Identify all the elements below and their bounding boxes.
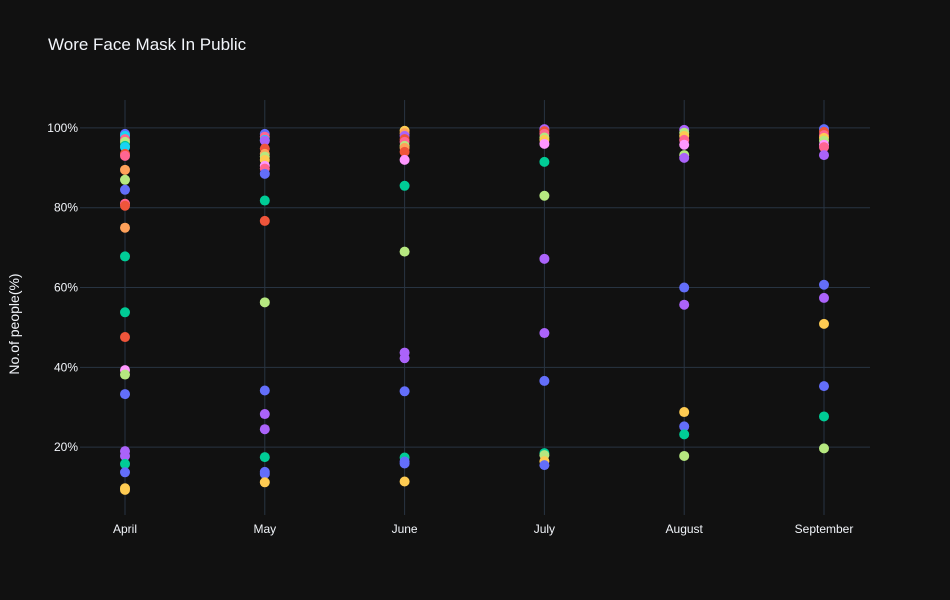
data-point[interactable] [819,142,829,153]
data-point[interactable] [539,253,550,264]
data-point[interactable] [120,200,130,211]
data-point[interactable] [679,139,690,150]
x-axis-ticks: April May June July August September [113,522,853,536]
data-point[interactable] [120,150,130,161]
data-point[interactable] [120,307,130,318]
data-point[interactable] [819,381,829,392]
data-point[interactable] [120,369,130,380]
data-point[interactable] [819,292,829,303]
data-point[interactable] [819,318,829,329]
data-point[interactable] [120,467,130,478]
data-point[interactable] [120,458,130,469]
data-point[interactable] [259,409,270,420]
x-tick-label: July [534,522,555,536]
data-point[interactable] [259,385,270,396]
data-point[interactable] [539,156,550,167]
data-point[interactable] [259,135,270,146]
data-point[interactable] [399,458,410,469]
data-point[interactable] [259,424,270,435]
data-point[interactable] [399,476,410,487]
data-point[interactable] [819,279,829,290]
data-point[interactable] [539,190,550,201]
data-point[interactable] [819,150,829,161]
data-point[interactable] [120,332,130,343]
data-point[interactable] [539,328,550,339]
data-point[interactable] [819,443,829,454]
data-point[interactable] [399,353,410,364]
data-point[interactable] [259,477,270,488]
data-point[interactable] [539,138,550,149]
data-point[interactable] [539,375,550,386]
x-tick-label: September [795,522,854,536]
data-point[interactable] [819,411,829,422]
y-tick-label: 20% [54,440,78,454]
data-point[interactable] [679,299,690,310]
y-tick-label: 80% [54,201,78,215]
y-tick-label: 40% [54,360,78,374]
y-tick-label: 60% [54,281,78,295]
data-point[interactable] [399,146,410,157]
x-tick-label: May [253,522,276,536]
data-point[interactable] [120,164,130,175]
y-axis-label: No.of people(%) [6,273,22,374]
data-point[interactable] [120,222,130,233]
data-point[interactable] [259,168,270,179]
data-point[interactable] [539,460,550,471]
data-point[interactable] [120,450,130,461]
data-point[interactable] [399,154,410,165]
data-point[interactable] [679,421,690,432]
data-point[interactable] [259,215,270,226]
data-point[interactable] [120,389,130,400]
data-point[interactable] [399,180,410,191]
y-axis-ticks: 20% 40% 60% 80% 100% [47,121,78,454]
data-point[interactable] [120,174,130,185]
data-point[interactable] [679,407,690,418]
data-point[interactable] [120,184,130,195]
data-point[interactable] [679,152,690,163]
data-point[interactable] [679,450,690,461]
data-point[interactable] [259,452,270,463]
chart-title: Wore Face Mask In Public [48,35,247,54]
data-point[interactable] [399,246,410,257]
data-point[interactable] [120,484,130,495]
data-point[interactable] [679,429,690,440]
data-point[interactable] [399,386,410,397]
data-points [120,124,829,495]
y-tick-label: 100% [47,121,78,135]
data-point[interactable] [259,195,270,206]
data-point[interactable] [679,282,690,293]
data-point[interactable] [259,297,270,308]
x-tick-label: April [113,522,137,536]
data-point[interactable] [120,251,130,262]
x-tick-label: June [392,522,418,536]
x-tick-label: August [666,522,704,536]
data-point[interactable] [259,468,270,479]
